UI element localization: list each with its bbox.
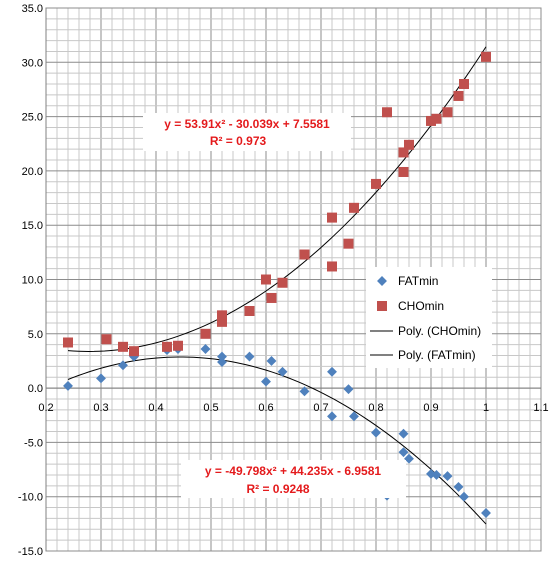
y-tick-label: -10.0 [18, 492, 43, 504]
fatmin-point [327, 411, 337, 422]
y-tick-label: 35.0 [22, 3, 43, 15]
legend-box [366, 267, 492, 368]
fatmin-point [266, 356, 277, 366]
chomin-point [459, 79, 469, 90]
y-tick-label: -15.0 [18, 546, 43, 558]
fatmin-point [404, 453, 414, 464]
fat-equation-label: y = -49.798x² + 44.235x - 6.9581 R² = 0.… [181, 460, 406, 498]
x-tick-label: 0.9 [423, 402, 438, 414]
legend-label-poly-cho: Poly. (CHOmin) [398, 324, 481, 338]
cho-equation-label: y = 53.91x² - 30.039x + 7.5581 R² = 0.97… [143, 113, 351, 151]
chomin-point [382, 107, 392, 118]
fatmin-point [217, 351, 227, 362]
cho-r2-text: R² = 0.973 [210, 134, 267, 148]
fatmin-point [453, 481, 464, 492]
chomin-point [431, 113, 442, 124]
x-tick-label: 0.5 [203, 402, 218, 414]
fatmin-point [299, 386, 310, 397]
y-tick-label: 0.0 [28, 383, 43, 395]
cho-equation-box [143, 113, 351, 151]
fatmin-point [398, 447, 409, 458]
chomin-point [327, 212, 337, 223]
fatmin-point [327, 366, 337, 377]
fatmin-point [398, 428, 409, 439]
chomin-point [327, 261, 337, 272]
legend-label-fatmin: FATmin [398, 274, 438, 288]
fatmin-point [442, 471, 453, 482]
y-tick-label: 10.0 [22, 275, 43, 287]
chomin-point [453, 90, 464, 101]
fatmin-point [244, 351, 255, 362]
chomin-point [129, 346, 139, 357]
chomin-point [398, 166, 409, 177]
x-tick-label: 0.8 [368, 402, 383, 414]
y-tick-label: 25.0 [22, 112, 43, 124]
fat-equation-text: y = -49.798x² + 44.235x - 6.9581 [205, 464, 381, 478]
trendline-poly---fatmin- [67, 356, 487, 525]
chomin-point [299, 249, 310, 260]
chomin-point [217, 316, 227, 327]
fatmin-point [481, 508, 491, 518]
x-tick-label: 1 [483, 402, 489, 414]
x-tick-label: 0.4 [148, 402, 163, 414]
fatmin-point [261, 376, 271, 387]
chomin-point [442, 107, 453, 118]
fatmin-point [431, 470, 442, 480]
cho-equation-text: y = 53.91x² - 30.039x + 7.5581 [164, 117, 330, 131]
chomin-point [217, 310, 227, 321]
x-tick-label: 0.3 [93, 402, 108, 414]
fatmin-point [343, 384, 354, 395]
chomin-point [266, 292, 277, 303]
chomin-point [244, 305, 255, 316]
y-tick-label: 5.0 [28, 329, 43, 341]
chomin-point [371, 178, 381, 189]
y-tick-label: 15.0 [22, 220, 43, 232]
chomin-point [162, 341, 172, 352]
fatmin-legend-marker [377, 276, 387, 286]
chomin-point [398, 147, 409, 158]
x-tick-label: 1.1 [533, 402, 548, 414]
fatmin-point [459, 491, 469, 502]
chomin-point [349, 202, 359, 213]
fatmin-point [349, 411, 359, 422]
chomin-point [261, 274, 271, 285]
legend-label-poly-fat: Poly. (FATmin) [398, 348, 476, 362]
y-tick-label: 20.0 [22, 166, 43, 178]
fatmin-point [277, 366, 288, 377]
chomin-point [426, 115, 436, 126]
chomin-legend-marker [377, 301, 387, 311]
x-tick-label: 0.6 [258, 402, 273, 414]
chomin-point [63, 337, 73, 348]
chomin-point [118, 341, 128, 352]
y-tick-label: 30.0 [22, 57, 43, 69]
chomin-point [404, 139, 414, 150]
fatmin-point [200, 344, 211, 354]
chomin-point [277, 277, 288, 288]
fatmin-point [217, 357, 227, 367]
legend: FATmin CHOmin Poly. (CHOmin) Poly. (FATm… [366, 267, 492, 368]
chomin-point [481, 51, 491, 62]
x-tick-label: 0.7 [313, 402, 328, 414]
chomin-point [173, 340, 183, 351]
legend-label-chomin: CHOmin [398, 299, 444, 313]
axes: 0.2 0.3 0.4 0.5 0.6 0.7 0.8 0.9 1 1.1 35.0 30.0 25.0… [18, 3, 549, 558]
fatmin-point [371, 427, 381, 438]
chomin-point [343, 238, 354, 249]
fat-r2-text: R² = 0.9248 [246, 482, 309, 496]
chomin-point [200, 328, 211, 339]
fat-equation-box [181, 460, 406, 498]
x-tick-label: 0.2 [38, 402, 53, 414]
y-tick-label: -5.0 [24, 437, 43, 449]
chomin-point [101, 334, 112, 345]
